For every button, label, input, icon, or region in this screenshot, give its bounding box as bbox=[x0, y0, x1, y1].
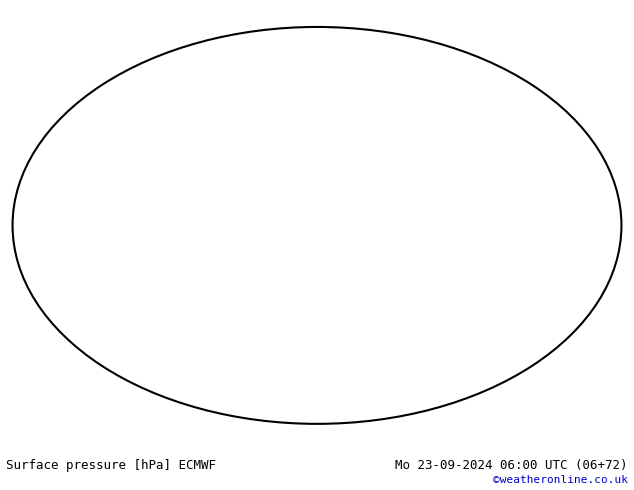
Text: Mo 23-09-2024 06:00 UTC (06+72): Mo 23-09-2024 06:00 UTC (06+72) bbox=[395, 459, 628, 472]
Text: ©weatheronline.co.uk: ©weatheronline.co.uk bbox=[493, 475, 628, 485]
Text: Surface pressure [hPa] ECMWF: Surface pressure [hPa] ECMWF bbox=[6, 459, 216, 472]
